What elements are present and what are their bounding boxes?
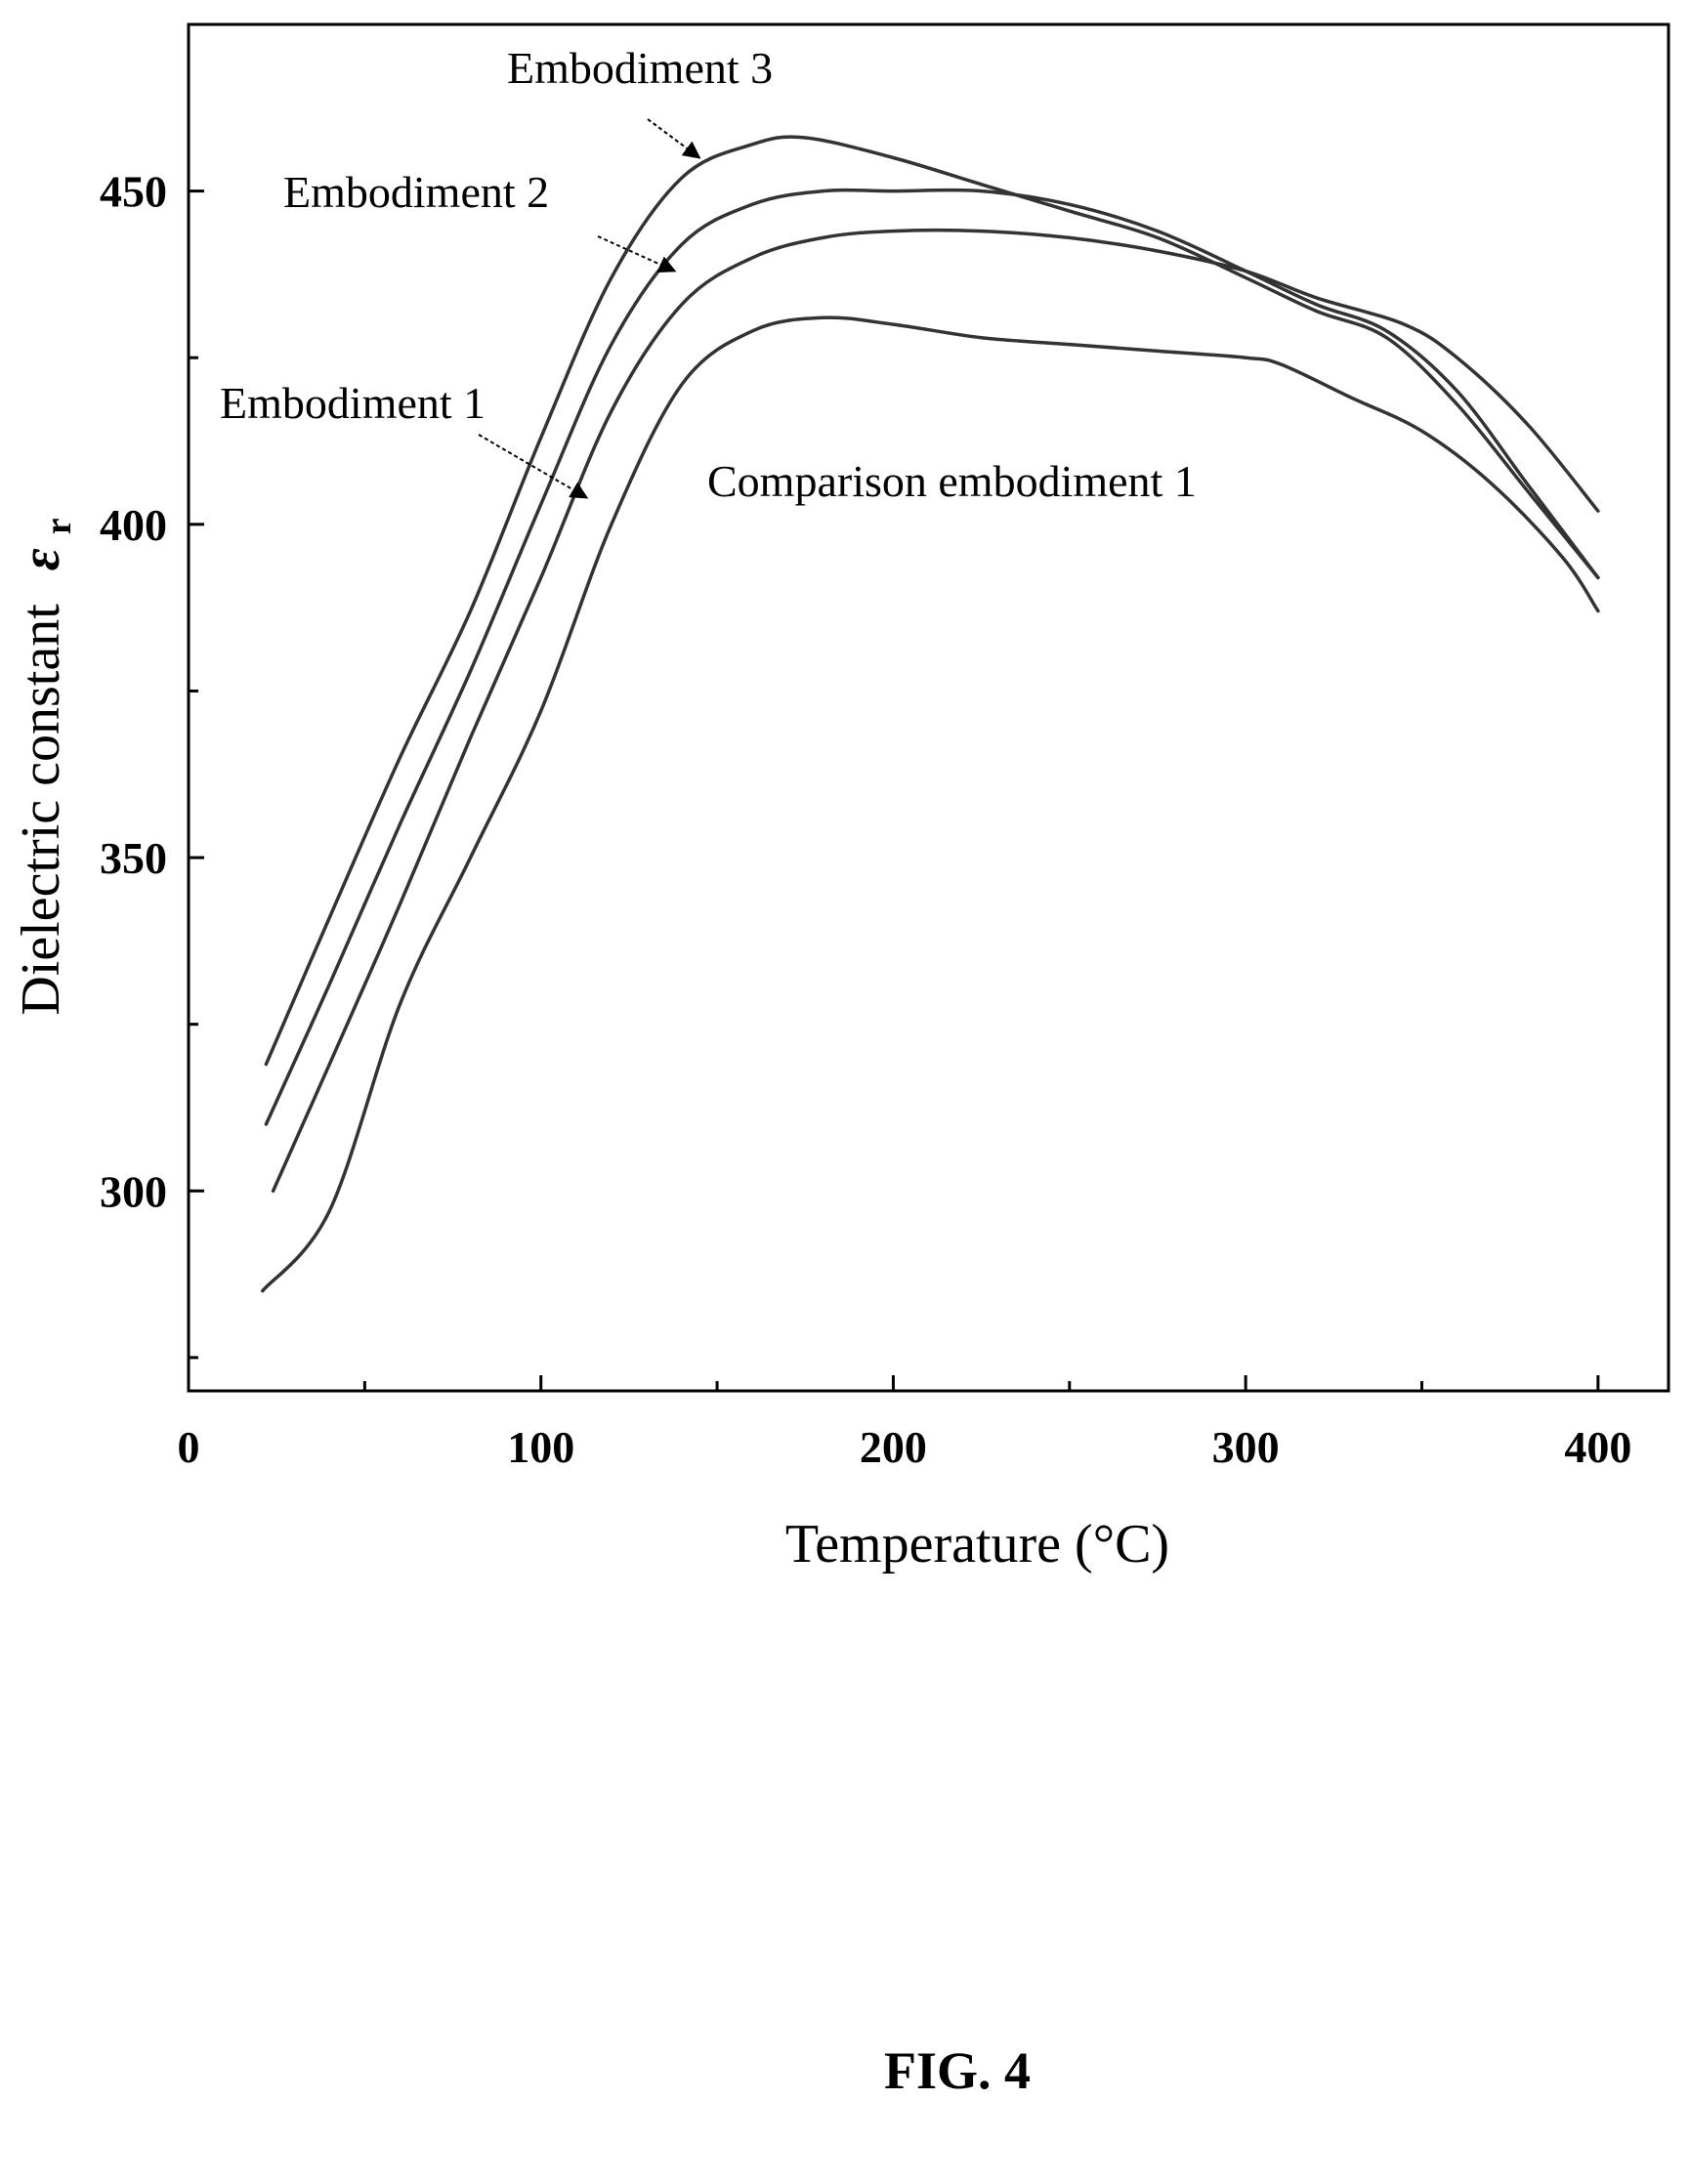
annotation-arrow-embodiment-2 [597, 235, 677, 273]
y-tick-label: 300 [100, 1166, 167, 1216]
annotation-label-embodiment-1: Embodiment 1 [220, 378, 486, 428]
annotation-arrow-embodiment-3 [647, 118, 701, 159]
annotation-label-embodiment-3: Embodiment 3 [507, 43, 773, 93]
x-tick-label: 100 [507, 1422, 574, 1472]
y-axis-symbol-subscript: r [38, 518, 79, 534]
annotation-arrow-embodiment-1 [478, 434, 589, 499]
annotation-label-embodiment-2: Embodiment 2 [283, 167, 549, 217]
annotations: Embodiment 3 Embodiment 2 Embodiment 1 Comp… [220, 43, 1197, 506]
y-axis-symbol: ε [11, 548, 71, 570]
y-axis-ticks: 300 350 400 450 [100, 22, 204, 1360]
y-tick-label: 400 [100, 500, 167, 550]
x-tick-label: 0 [178, 1422, 200, 1472]
y-axis-title-text: Dielectric constant [11, 604, 71, 1016]
series-line-embodiment-3 [264, 135, 1600, 1067]
x-tick-label: 300 [1212, 1422, 1280, 1472]
plot-frame [187, 22, 1670, 1393]
annotation-label-comparison-embodiment-1: Comparison embodiment 1 [707, 456, 1197, 506]
x-tick-label: 400 [1564, 1422, 1631, 1472]
series-lines [261, 135, 1600, 1293]
x-axis-ticks: 0 100 200 300 400 [178, 1375, 1631, 1472]
y-axis-title: Dielectric constant ε r [11, 518, 79, 1015]
y-tick-label: 450 [100, 167, 167, 217]
series-line-comparison-embodiment-1 [261, 315, 1600, 1293]
y-tick-label: 350 [100, 833, 167, 883]
figure-caption: FIG. 4 [884, 2041, 1031, 2100]
series-line-embodiment-2 [264, 188, 1600, 1126]
series-line-embodiment-1 [271, 228, 1600, 1194]
x-axis-title: Temperature (°C) [785, 1514, 1169, 1575]
x-tick-label: 200 [860, 1422, 927, 1472]
